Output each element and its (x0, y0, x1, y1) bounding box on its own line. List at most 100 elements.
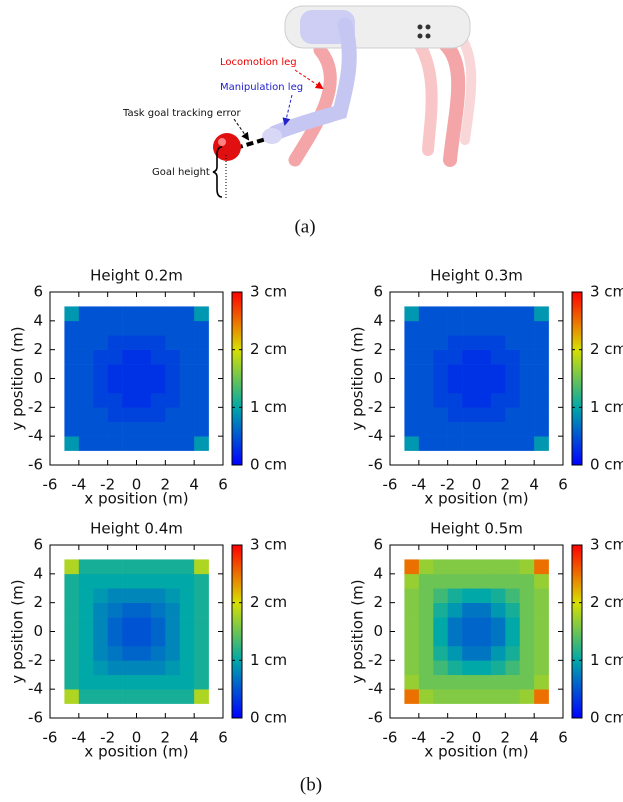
heat-cell (505, 689, 521, 704)
y-tick-label: 6 (373, 283, 383, 301)
x-axis-label: x position (m) (84, 490, 188, 508)
heat-cell (534, 392, 549, 408)
colorbar-label: 3 cm (250, 536, 287, 554)
heat-cell (107, 320, 123, 336)
y-tick-label: -4 (28, 427, 43, 445)
heat-cell (519, 559, 535, 575)
heat-cell (433, 436, 448, 451)
heat-cell (93, 349, 108, 365)
heat-cell (404, 436, 420, 451)
heat-cell (433, 602, 448, 618)
heat-cell (194, 645, 209, 661)
heat-cell (93, 559, 108, 575)
heat-cell (78, 573, 94, 589)
heat-cell (122, 588, 137, 603)
x-tick-label: 4 (189, 729, 199, 747)
heat-cell (490, 573, 506, 589)
y-tick-label: 2 (33, 593, 43, 611)
heat-cell (447, 335, 463, 350)
heat-cell (64, 645, 80, 661)
heat-cell (78, 689, 94, 704)
heat-cell (404, 573, 420, 589)
heat-cell (136, 436, 152, 451)
heat-cell (64, 364, 80, 379)
ball-highlight (218, 138, 226, 146)
heat-cell (194, 364, 209, 379)
heat-cell (447, 392, 463, 408)
heat-cell (165, 378, 181, 394)
heat-cell (194, 436, 209, 451)
heat-cell (194, 631, 209, 647)
heat-cell (447, 645, 463, 661)
heat-cell (165, 559, 181, 575)
heat-cell (433, 573, 448, 589)
colorbar-label: 0 cm (250, 456, 287, 474)
heat-cell (107, 588, 123, 603)
x-tick-label: -2 (440, 476, 455, 494)
heat-cell (433, 674, 448, 690)
heat-cell (476, 660, 492, 676)
heat-cell (179, 320, 195, 336)
heat-cell (150, 645, 166, 661)
heat-cell (136, 378, 152, 394)
heat-cell (447, 364, 463, 379)
heat-cell (534, 407, 549, 423)
heat-cell (150, 602, 166, 618)
x-tick-label: -2 (100, 729, 115, 747)
heat-cell (447, 602, 463, 618)
heat-cell (78, 320, 94, 336)
body-dot (417, 33, 423, 39)
y-tick-label: 0 (373, 622, 383, 640)
colorbar-label: 0 cm (250, 709, 287, 727)
heat-cell (433, 378, 448, 394)
heat-cell (534, 421, 549, 437)
heat-cell (194, 689, 209, 704)
colorbar-label: 1 cm (590, 651, 623, 669)
heat-cell (136, 421, 152, 437)
heat-cell (490, 631, 506, 647)
y-tick-label: -6 (368, 709, 383, 727)
heat-cell (418, 617, 434, 632)
heat-cell (433, 407, 448, 423)
heat-cell (476, 378, 492, 394)
heat-cell (462, 320, 477, 336)
heat-cell (93, 436, 108, 451)
heat-cell (418, 335, 434, 350)
heat-cell (64, 559, 80, 575)
y-axis-label: y position (m) (9, 579, 27, 683)
colorbar (571, 544, 583, 719)
heat-cell (107, 631, 123, 647)
heat-cell (447, 421, 463, 437)
arrow (294, 69, 324, 90)
heat-cell (462, 559, 477, 575)
heat-cell (194, 392, 209, 408)
heat-cell (165, 320, 181, 336)
heat-cell (165, 645, 181, 661)
heat-cell (519, 421, 535, 437)
heat-cell (136, 674, 152, 690)
y-tick-label: 2 (33, 340, 43, 358)
heat-cell (534, 617, 549, 632)
heat-cell (122, 349, 137, 365)
heat-cell (476, 588, 492, 603)
x-tick-label: -6 (383, 476, 398, 494)
heat-cell (490, 407, 506, 423)
heat-cell (519, 617, 535, 632)
heat-cell (136, 306, 152, 322)
heat-cell (136, 364, 152, 379)
heat-cell (194, 660, 209, 676)
heat-cell (93, 588, 108, 603)
heat-cell (404, 674, 420, 690)
x-tick-label: -6 (383, 729, 398, 747)
heat-cell (78, 631, 94, 647)
heat-cell (179, 349, 195, 365)
heat-cell (476, 407, 492, 423)
y-axis-label: y position (m) (9, 326, 27, 430)
brace (212, 146, 223, 198)
heat-cell (93, 392, 108, 408)
heat-cell (433, 421, 448, 437)
heat-cell (519, 689, 535, 704)
x-tick-label: -4 (71, 729, 86, 747)
heat-cell (476, 674, 492, 690)
manipulation-label: Manipulation leg (220, 82, 303, 93)
